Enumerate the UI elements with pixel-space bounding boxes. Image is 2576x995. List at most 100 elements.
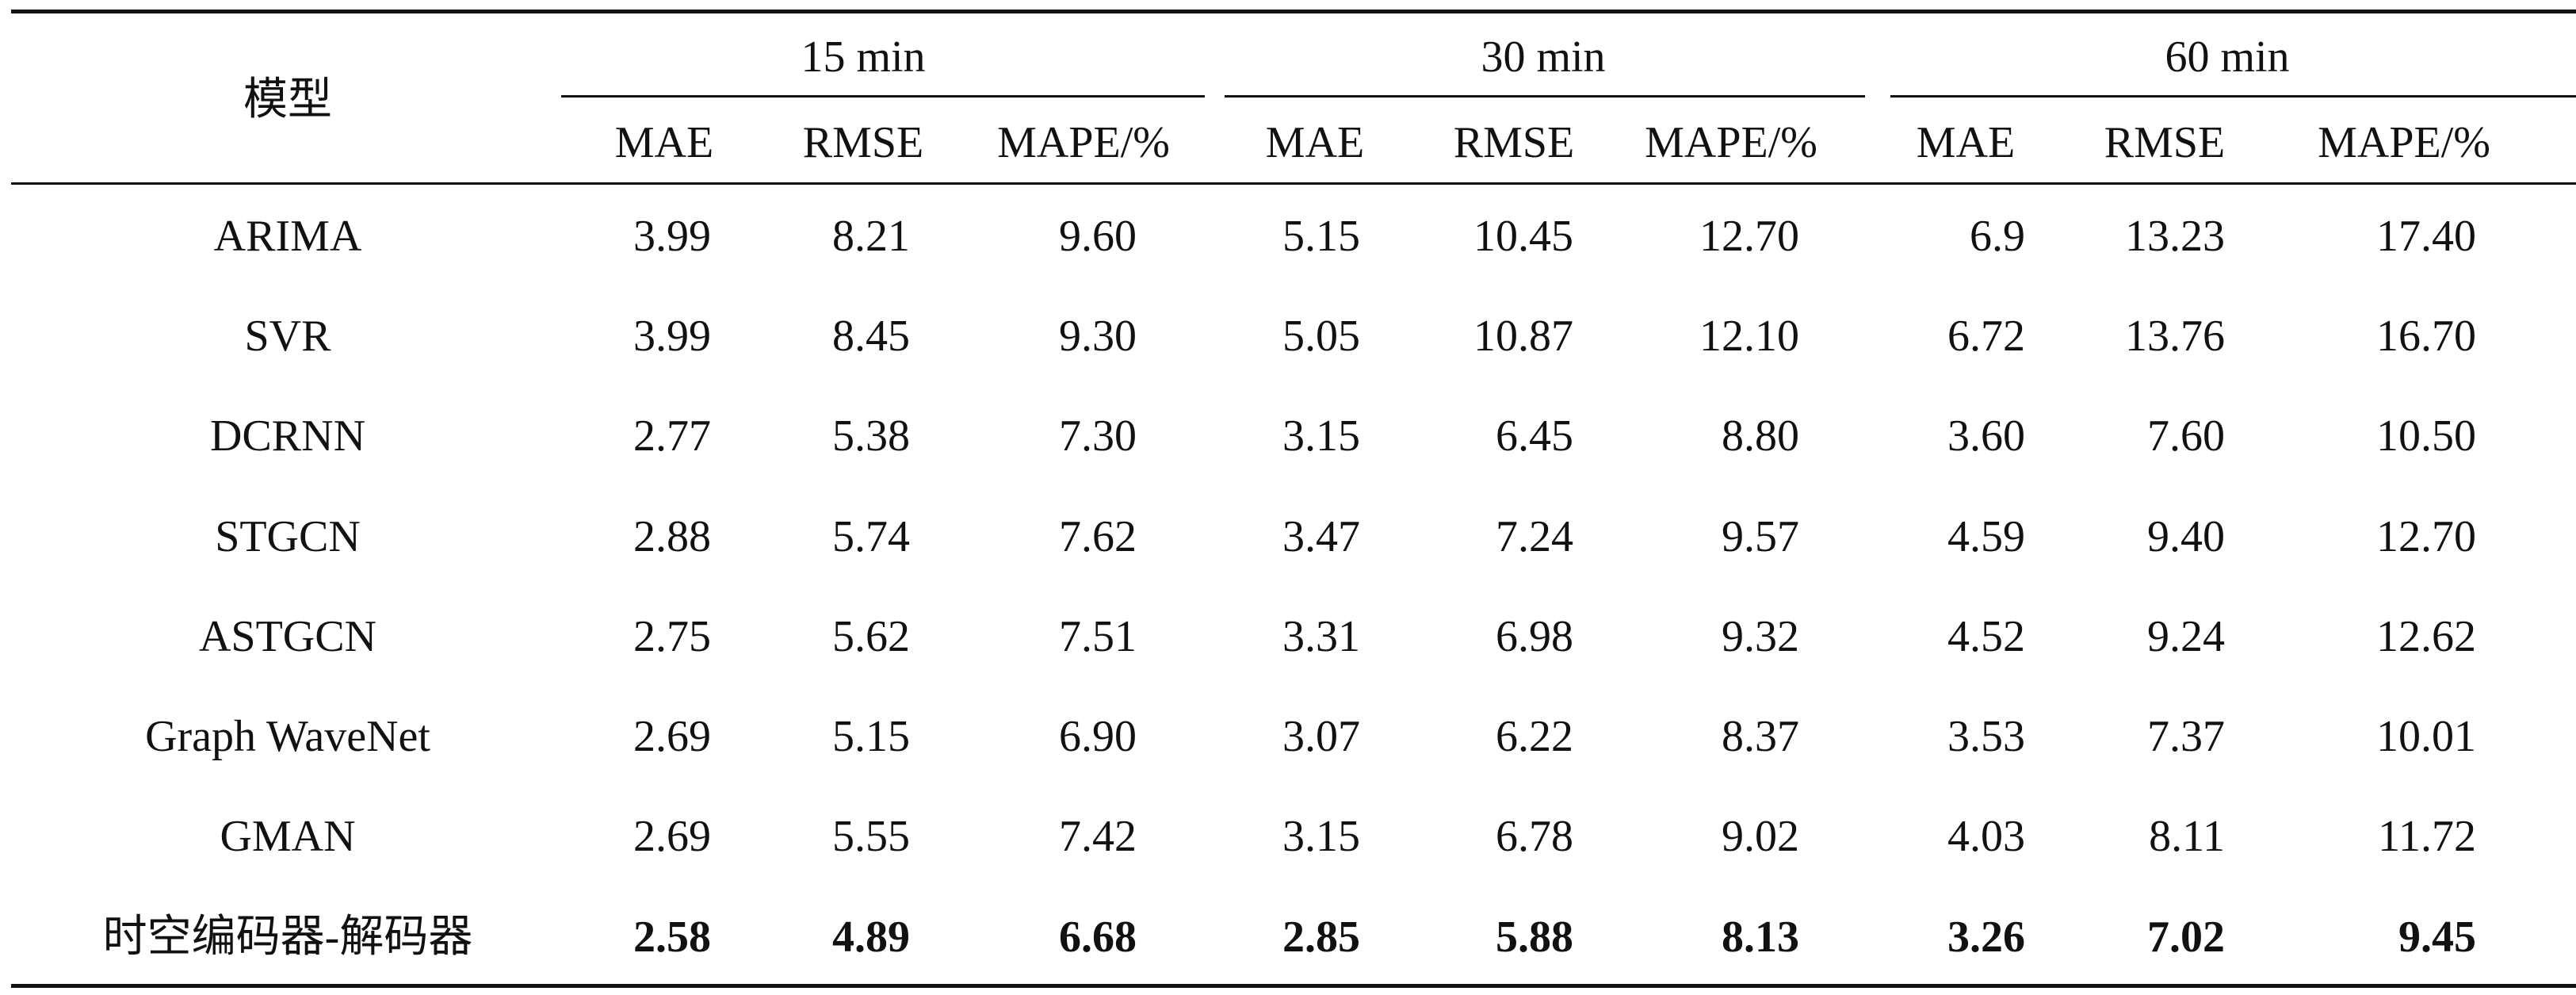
metric-value-cell: 3.47 xyxy=(1282,512,1360,561)
metric-value-cell: 3.60 xyxy=(1947,411,2025,461)
metric-value-cell: 2.69 xyxy=(633,812,711,861)
metric-value-cell: 10.45 xyxy=(1473,212,1573,261)
time-group-header: 15 min xyxy=(801,33,926,82)
metric-value-cell: 2.75 xyxy=(633,612,711,661)
metric-value-cell: 6.68 xyxy=(1059,913,1137,962)
metric-value-cell: 7.62 xyxy=(1059,512,1137,561)
metric-value-cell: 6.22 xyxy=(1496,712,1573,761)
metric-value-cell: 6.45 xyxy=(1496,411,1573,461)
metric-column-header: RMSE xyxy=(2104,118,2226,167)
metric-value-cell: 5.15 xyxy=(1282,212,1360,261)
metric-value-cell: 6.9 xyxy=(1970,212,2025,261)
metric-value-cell: 2.85 xyxy=(1282,913,1360,962)
metric-column-header: RMSE xyxy=(802,118,924,167)
metric-value-cell: 7.02 xyxy=(2147,913,2225,962)
model-name-cell: ARIMA xyxy=(213,212,362,261)
metric-value-cell: 3.99 xyxy=(633,212,711,261)
metric-value-cell: 5.74 xyxy=(832,512,910,561)
metric-value-cell: 7.24 xyxy=(1496,512,1573,561)
metric-value-cell: 9.40 xyxy=(2147,512,2225,561)
metric-value-cell: 12.70 xyxy=(2376,512,2476,561)
metric-value-cell: 8.11 xyxy=(2149,812,2225,861)
model-name-cell: Graph WaveNet xyxy=(145,712,430,761)
metric-value-cell: 7.30 xyxy=(1059,411,1137,461)
metric-value-cell: 13.76 xyxy=(2125,312,2225,361)
metric-value-cell: 3.53 xyxy=(1947,712,2025,761)
metric-value-cell: 13.23 xyxy=(2125,212,2225,261)
time-group-header: 30 min xyxy=(1481,33,1606,82)
metric-value-cell: 4.03 xyxy=(1947,812,2025,861)
metric-value-cell: 12.10 xyxy=(1699,312,1799,361)
metric-value-cell: 5.62 xyxy=(832,612,910,661)
metric-value-cell: 10.01 xyxy=(2376,712,2476,761)
metric-value-cell: 3.99 xyxy=(633,312,711,361)
time-group-header: 60 min xyxy=(2165,33,2290,82)
metric-value-cell: 12.62 xyxy=(2376,612,2476,661)
metric-value-cell: 3.15 xyxy=(1282,411,1360,461)
metric-value-cell: 6.90 xyxy=(1059,712,1137,761)
metric-column-header: MAE xyxy=(1265,118,1365,167)
metric-value-cell: 10.50 xyxy=(2376,411,2476,461)
metric-value-cell: 4.59 xyxy=(1947,512,2025,561)
metric-value-cell: 9.30 xyxy=(1059,312,1137,361)
metric-value-cell: 9.60 xyxy=(1059,212,1137,261)
metric-value-cell: 10.87 xyxy=(1473,312,1573,361)
metric-value-cell: 6.78 xyxy=(1496,812,1573,861)
metric-column-header: RMSE xyxy=(1453,118,1575,167)
metric-value-cell: 8.37 xyxy=(1722,712,1799,761)
metric-value-cell: 16.70 xyxy=(2376,312,2476,361)
metric-value-cell: 2.77 xyxy=(633,411,711,461)
metric-value-cell: 5.88 xyxy=(1496,913,1573,962)
model-name-cell: ASTGCN xyxy=(198,612,377,661)
metric-value-cell: 4.89 xyxy=(832,913,910,962)
group-underline-15min xyxy=(561,95,1205,98)
model-name-cell: DCRNN xyxy=(209,411,366,461)
metric-value-cell: 11.72 xyxy=(2378,812,2476,861)
metric-value-cell: 8.45 xyxy=(832,312,910,361)
model-name-cell: STGCN xyxy=(215,512,361,561)
metric-value-cell: 6.98 xyxy=(1496,612,1573,661)
model-name-cell: GMAN xyxy=(220,812,356,861)
metric-column-header: MAE xyxy=(614,118,714,167)
metric-value-cell: 7.37 xyxy=(2147,712,2225,761)
metric-value-cell: 9.02 xyxy=(1722,812,1799,861)
metric-column-header: MAE xyxy=(1916,118,2016,167)
metric-value-cell: 5.05 xyxy=(1282,312,1360,361)
top-rule xyxy=(11,10,2576,13)
metric-column-header: MAPE/% xyxy=(997,118,1170,167)
model-name-cell: SVR xyxy=(244,312,331,361)
metric-column-header: MAPE/% xyxy=(1645,118,1817,167)
metric-value-cell: 9.57 xyxy=(1722,512,1799,561)
metric-value-cell: 9.45 xyxy=(2398,913,2476,962)
bottom-rule xyxy=(11,984,2576,988)
metric-value-cell: 2.58 xyxy=(633,913,711,962)
metric-value-cell: 8.13 xyxy=(1722,913,1799,962)
metric-value-cell: 3.26 xyxy=(1947,913,2025,962)
metric-value-cell: 9.32 xyxy=(1722,612,1799,661)
group-underline-30min xyxy=(1225,95,1865,98)
metric-value-cell: 2.69 xyxy=(633,712,711,761)
metric-value-cell: 5.15 xyxy=(832,712,910,761)
metric-column-header: MAPE/% xyxy=(2318,118,2490,167)
metric-value-cell: 3.15 xyxy=(1282,812,1360,861)
metric-value-cell: 6.72 xyxy=(1947,312,2025,361)
group-underline-60min xyxy=(1890,95,2576,98)
model-column-header: 模型 xyxy=(243,75,332,124)
metric-value-cell: 17.40 xyxy=(2376,212,2476,261)
metric-value-cell: 8.80 xyxy=(1722,411,1799,461)
metric-value-cell: 7.60 xyxy=(2147,411,2225,461)
metric-value-cell: 7.51 xyxy=(1059,612,1137,661)
metric-value-cell: 7.42 xyxy=(1059,812,1137,861)
metric-value-cell: 3.07 xyxy=(1282,712,1360,761)
metric-value-cell: 2.88 xyxy=(633,512,711,561)
metric-value-cell: 5.38 xyxy=(832,411,910,461)
metric-value-cell: 4.52 xyxy=(1947,612,2025,661)
model-name-cell: 时空编码器-解码器 xyxy=(102,913,473,962)
metric-value-cell: 5.55 xyxy=(832,812,910,861)
header-rule xyxy=(11,182,2576,185)
metric-value-cell: 3.31 xyxy=(1282,612,1360,661)
metric-value-cell: 8.21 xyxy=(832,212,910,261)
metric-value-cell: 12.70 xyxy=(1699,212,1799,261)
metric-value-cell: 9.24 xyxy=(2147,612,2225,661)
